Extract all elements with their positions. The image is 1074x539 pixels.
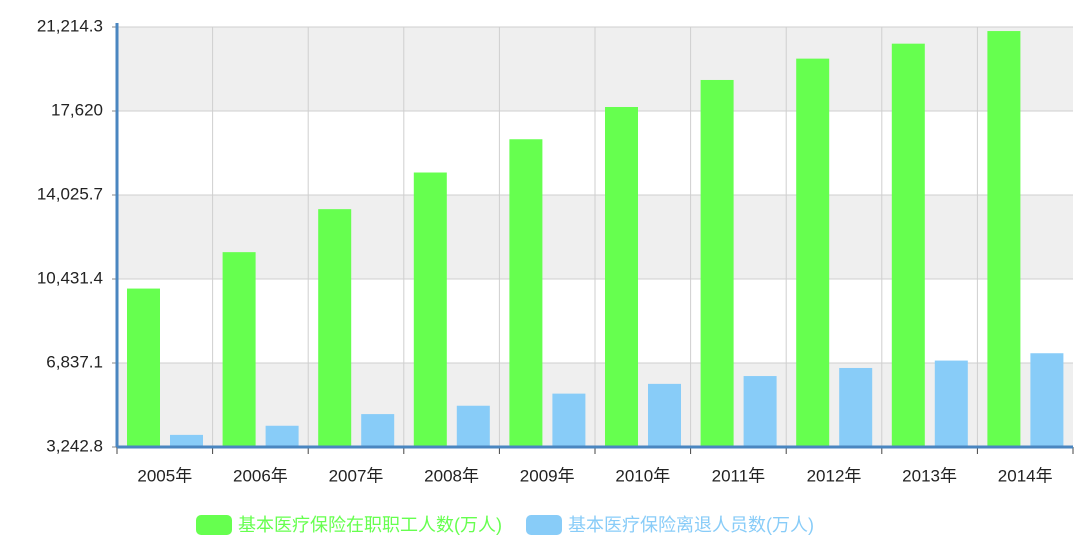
y-tick-label: 21,214.3 xyxy=(37,16,103,35)
x-tick-label: 2014年 xyxy=(998,466,1053,485)
y-tick-label: 14,025.7 xyxy=(37,184,103,203)
bar xyxy=(222,252,256,447)
bar xyxy=(1030,353,1064,447)
bar xyxy=(361,414,395,447)
y-tick-label: 3,242.8 xyxy=(46,436,103,455)
y-tick-label: 10,431.4 xyxy=(37,268,103,287)
bar xyxy=(552,393,586,447)
x-tick-label: 2006年 xyxy=(233,466,288,485)
legend-label: 基本医疗保险离退人员数(万人) xyxy=(568,515,814,535)
y-tick-label: 17,620 xyxy=(51,100,103,119)
bar xyxy=(605,107,638,448)
x-tick-label: 2008年 xyxy=(424,466,479,485)
bar xyxy=(413,172,447,447)
y-tick-label: 6,837.1 xyxy=(46,352,103,371)
x-tick-label: 2005年 xyxy=(137,466,192,485)
x-tick-label: 2011年 xyxy=(712,466,766,485)
bar xyxy=(891,43,925,448)
bar xyxy=(648,383,681,447)
x-tick-label: 2012年 xyxy=(807,466,862,485)
x-tick-label: 2013年 xyxy=(902,466,957,485)
bar xyxy=(127,288,160,447)
bar xyxy=(509,139,543,447)
bar xyxy=(318,209,352,447)
bar xyxy=(170,434,203,447)
bar xyxy=(456,405,490,447)
bar xyxy=(743,376,777,447)
bar xyxy=(265,425,299,447)
legend-swatch xyxy=(526,515,562,535)
bar xyxy=(700,79,734,447)
bar xyxy=(934,360,968,447)
x-tick-label: 2009年 xyxy=(520,466,575,485)
bar xyxy=(987,31,1021,447)
legend-swatch xyxy=(196,515,232,535)
bar xyxy=(796,58,830,447)
legend-label: 基本医疗保险在职职工人数(万人) xyxy=(238,515,502,535)
x-tick-label: 2010年 xyxy=(615,466,670,485)
x-tick-label: 2007年 xyxy=(329,466,384,485)
bar xyxy=(839,367,873,447)
